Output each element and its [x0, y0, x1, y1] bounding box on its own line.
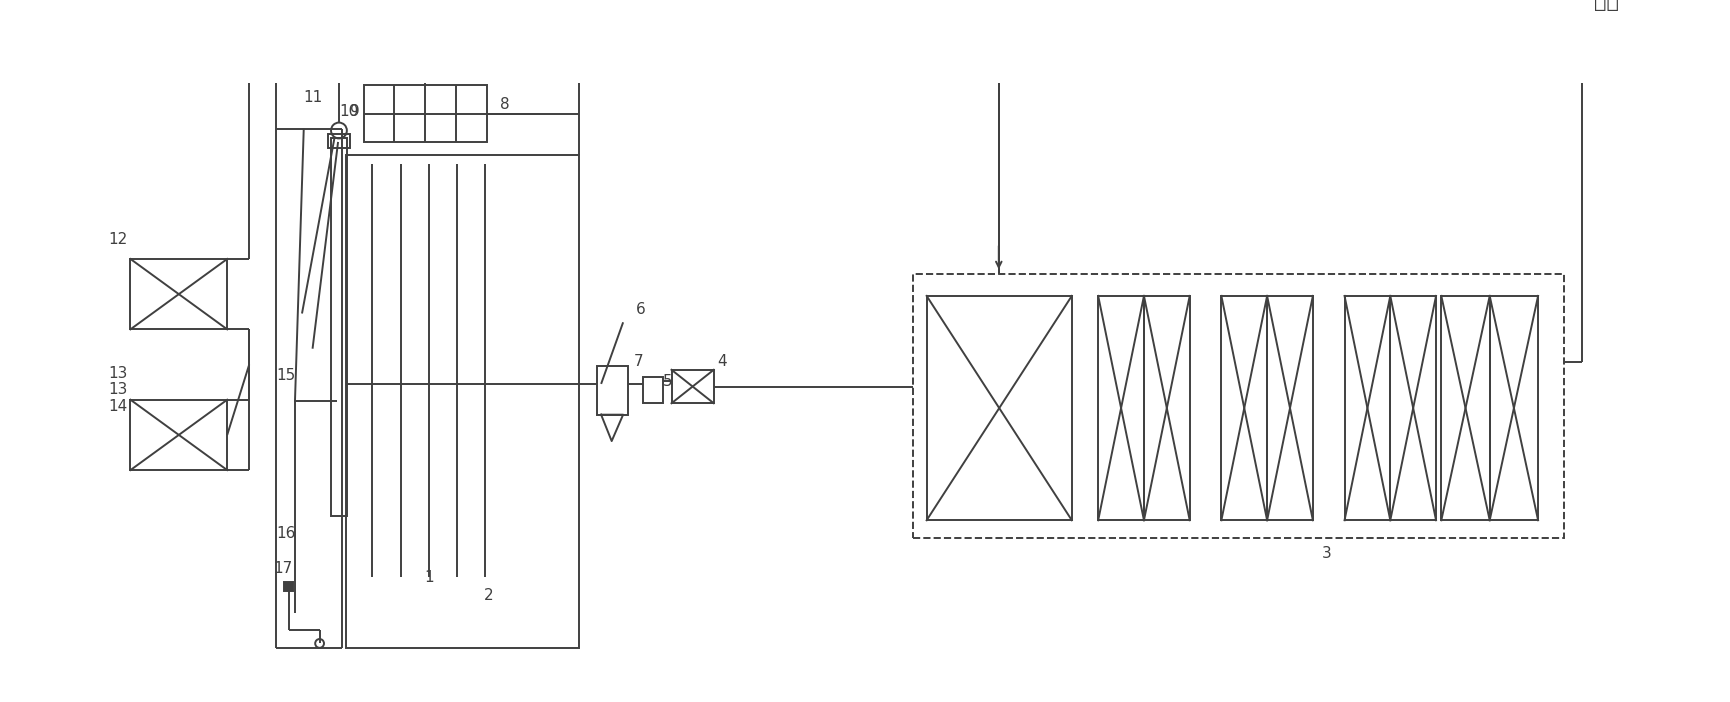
Bar: [671, 370, 713, 403]
Bar: [346, 155, 580, 648]
Text: 9: 9: [349, 104, 360, 119]
Text: 排空: 排空: [1593, 0, 1618, 11]
Text: 15: 15: [277, 368, 296, 383]
Text: 1: 1: [424, 570, 434, 585]
Bar: [913, 274, 1564, 538]
Bar: [130, 259, 227, 329]
Text: 6: 6: [635, 302, 645, 317]
Bar: [363, 85, 486, 142]
Bar: [1490, 296, 1538, 520]
Text: 4: 4: [718, 354, 727, 369]
Bar: [1221, 296, 1266, 520]
Text: 11: 11: [303, 91, 322, 105]
Bar: [130, 399, 227, 470]
Bar: [597, 366, 628, 415]
Text: 8: 8: [500, 98, 509, 112]
Text: 7: 7: [633, 355, 642, 369]
Bar: [1266, 296, 1311, 520]
Bar: [1144, 296, 1189, 520]
Bar: [644, 377, 663, 403]
Text: 17: 17: [273, 561, 292, 576]
Bar: [1344, 296, 1389, 520]
Text: 2: 2: [483, 588, 493, 602]
Bar: [1389, 296, 1436, 520]
Bar: [330, 138, 346, 516]
Bar: [1097, 296, 1144, 520]
Bar: [1441, 296, 1490, 520]
Text: 16: 16: [277, 526, 296, 541]
Bar: [926, 296, 1071, 520]
Text: 3: 3: [1322, 546, 1330, 561]
Text: 10: 10: [339, 104, 358, 119]
Text: 14: 14: [109, 399, 128, 414]
Text: 5: 5: [663, 373, 673, 389]
Text: 12: 12: [109, 232, 128, 247]
Text: 13: 13: [109, 382, 128, 397]
Bar: [329, 134, 349, 148]
Text: 13: 13: [109, 366, 128, 380]
Bar: [284, 582, 292, 590]
